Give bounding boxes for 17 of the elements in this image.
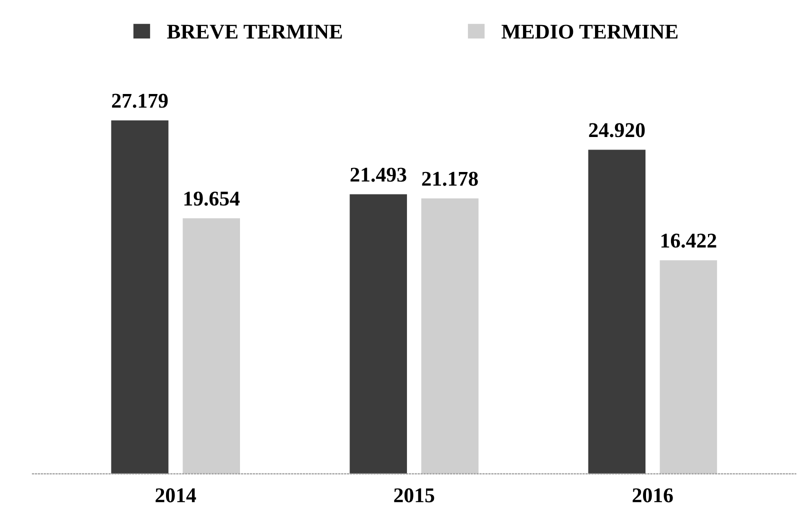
x-tick-label: 2014 (156, 488, 196, 502)
bar (350, 194, 407, 474)
data-label: 21.493 (350, 168, 406, 182)
bar (588, 150, 646, 474)
bar (111, 120, 168, 474)
data-label: 27.179 (112, 94, 168, 108)
data-label: 19.654 (184, 192, 240, 206)
data-label: 16.422 (661, 234, 716, 248)
x-tick-label: 2015 (394, 488, 434, 502)
legend-label: MEDIO TERMINE (502, 24, 678, 39)
data-label: 24.920 (589, 123, 645, 138)
legend-label: BREVE TERMINE (167, 24, 342, 39)
x-tick-label: 2016 (632, 488, 673, 502)
bar (660, 260, 718, 474)
data-label: 21.178 (422, 172, 478, 186)
bar (182, 218, 240, 474)
bar (421, 198, 479, 474)
